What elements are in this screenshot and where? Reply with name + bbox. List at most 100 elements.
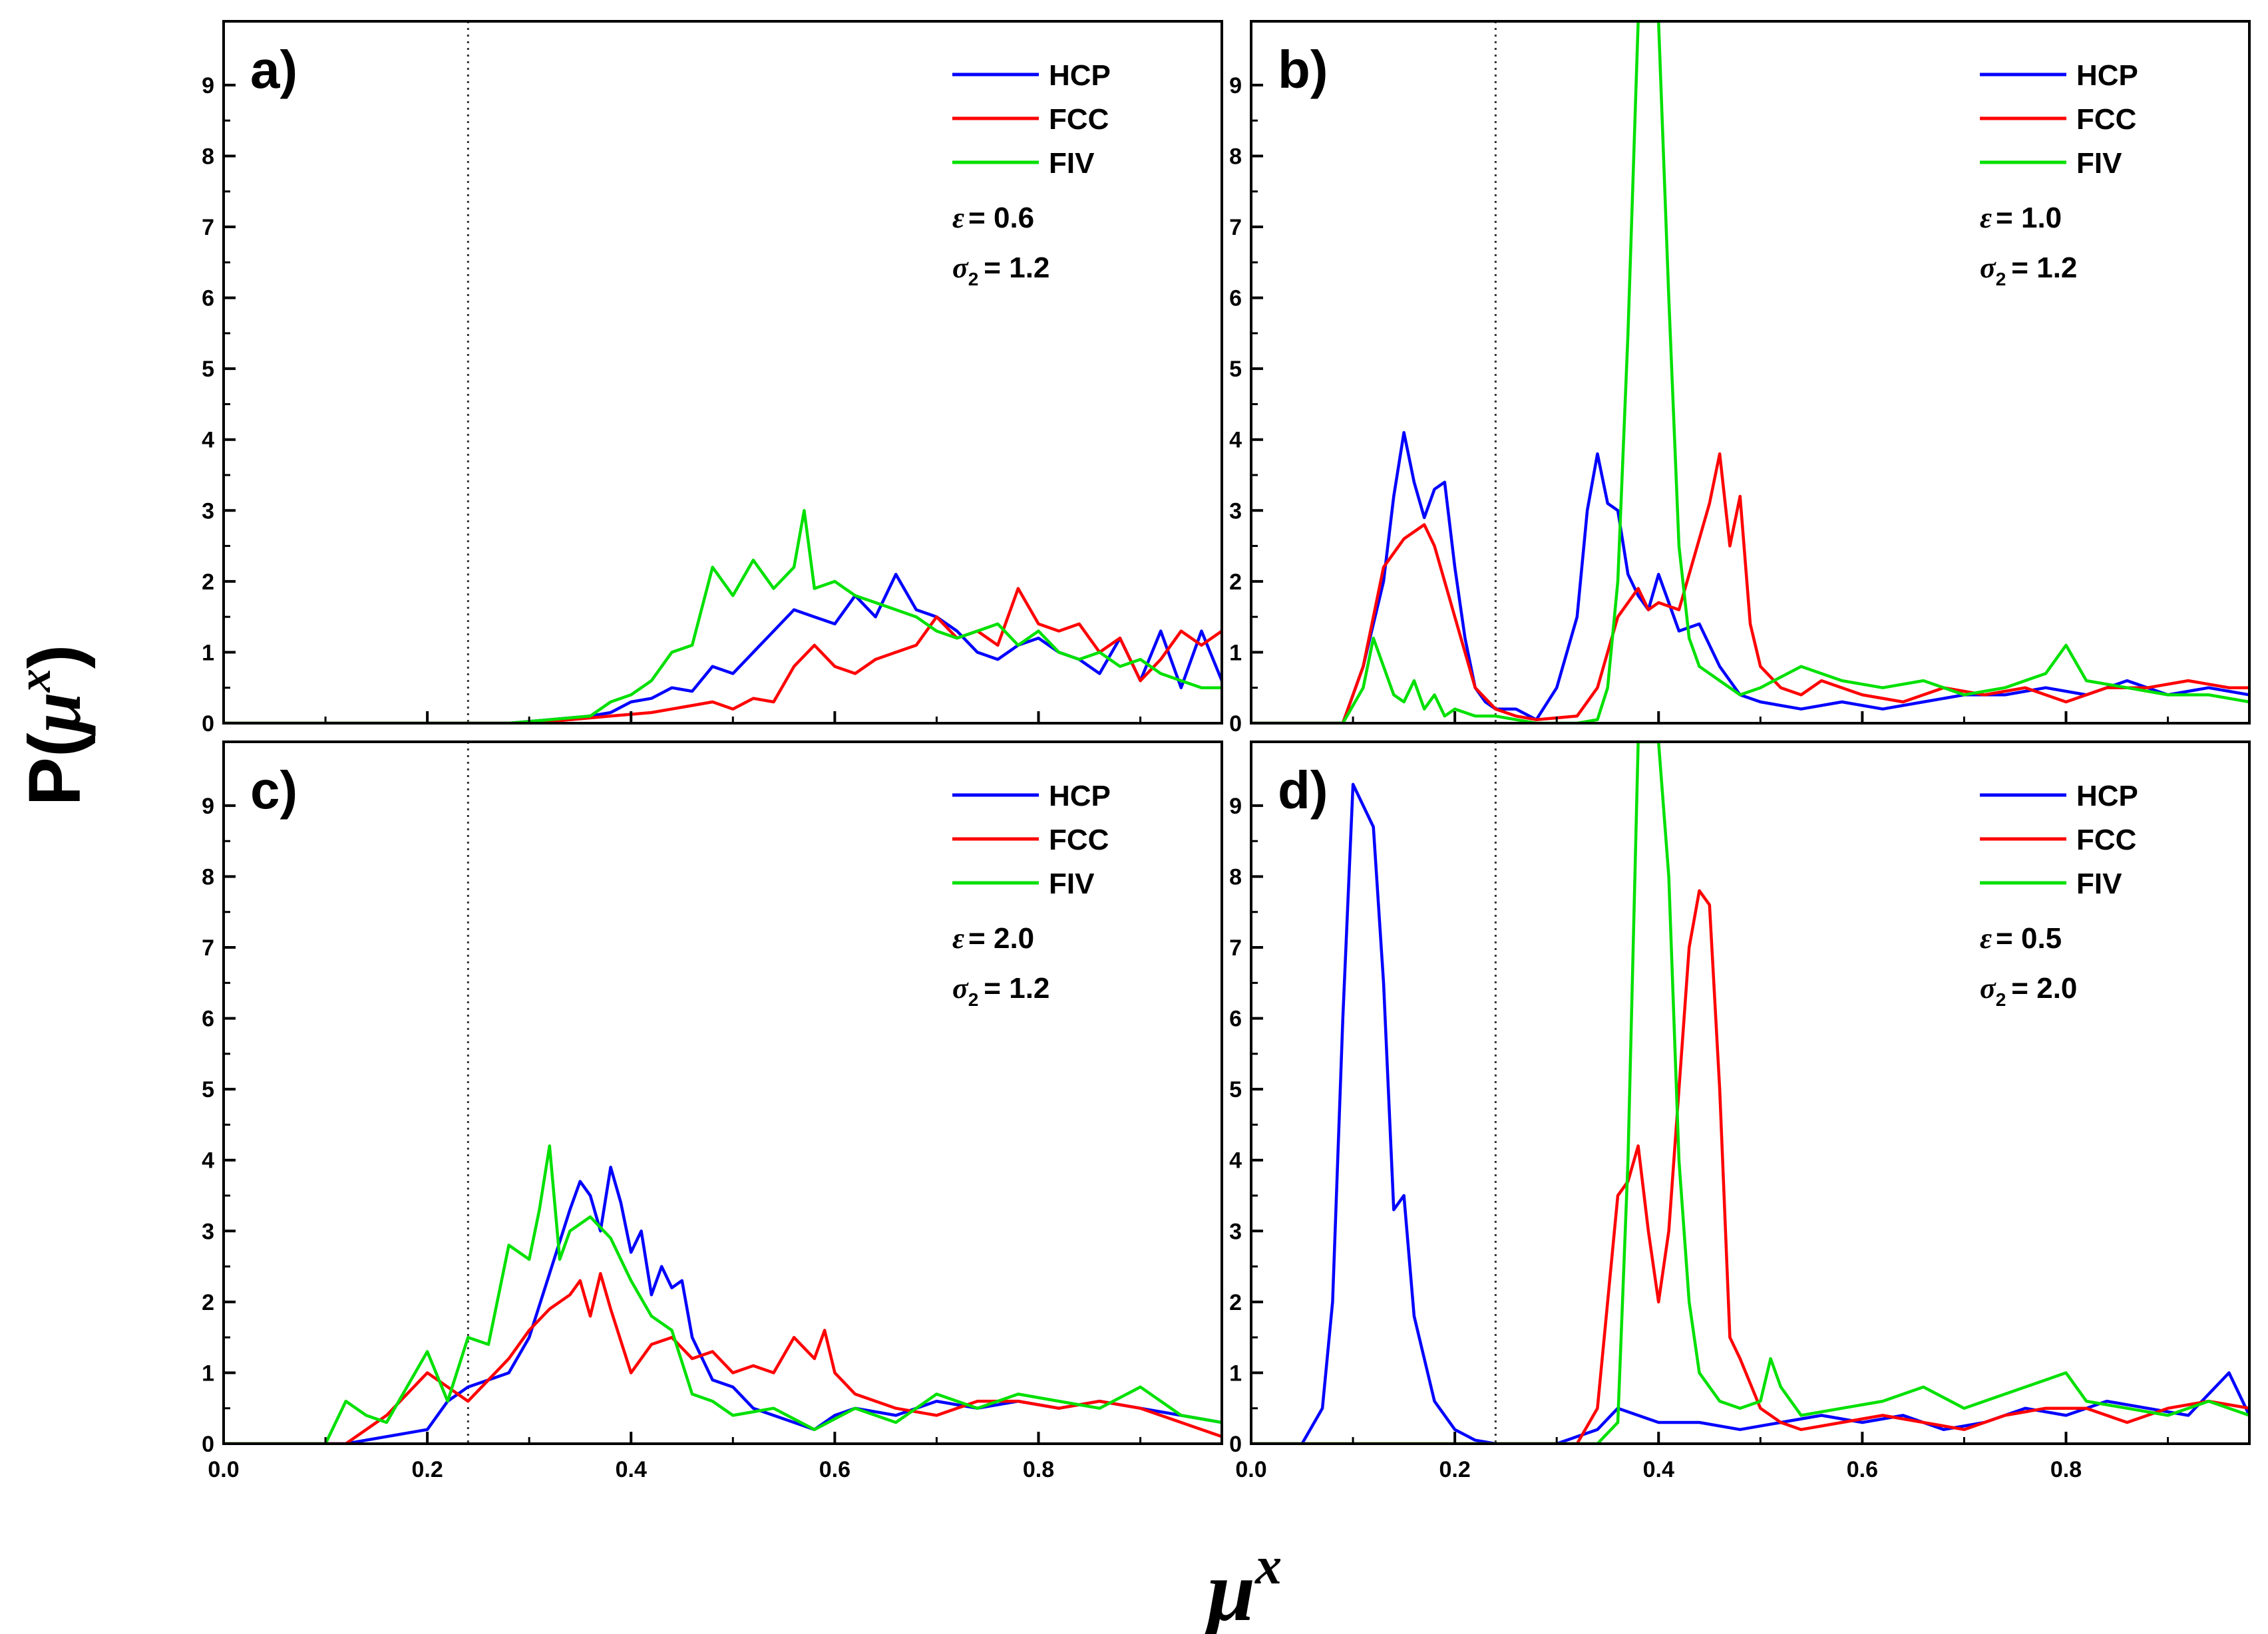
panel-a-ytick-label: 8 bbox=[202, 144, 214, 169]
panel-d-ytick-label: 6 bbox=[1229, 1007, 1242, 1032]
panel-d-ytick-label: 0 bbox=[1229, 1432, 1242, 1457]
panel-c-xtick-label: 0.8 bbox=[1023, 1457, 1054, 1482]
panel-d-epsilon-value: = 0.5 bbox=[1996, 922, 2062, 955]
panel-d-sigma-value: = 2.0 bbox=[2011, 972, 2077, 1005]
panel-b-ytick-label: 1 bbox=[1229, 640, 1242, 665]
panel-c-ytick-label: 0 bbox=[202, 1432, 214, 1457]
panel-a-legend-fiv-label: FIV bbox=[1049, 147, 1095, 180]
panel-d-sigma-subscript: 2 bbox=[1996, 989, 2006, 1010]
panel-c-xtick-label: 0.2 bbox=[411, 1457, 443, 1482]
panel-c-ytick-label: 5 bbox=[202, 1077, 214, 1102]
panel-d-legend-fiv-label: FIV bbox=[2076, 868, 2122, 900]
panel-d-xtick-label: 0.4 bbox=[1643, 1457, 1674, 1482]
panel-d-ytick-label: 1 bbox=[1229, 1361, 1242, 1386]
panel-b-epsilon-symbol: ε bbox=[1980, 202, 1992, 234]
panel-a-param-epsilon: ε = 0.6 bbox=[952, 202, 1034, 234]
panel-c-series-fcc-line bbox=[224, 1271, 1222, 1444]
panel-c-param-epsilon: ε = 2.0 bbox=[952, 922, 1034, 955]
panel-c-ytick-label: 6 bbox=[202, 1007, 214, 1032]
panel-c-ytick-label: 7 bbox=[202, 935, 214, 961]
x-axis-title: μx bbox=[1203, 1537, 1282, 1634]
panel-d-series-fiv-line bbox=[1251, 742, 2249, 1444]
panel-a-sigma-value: = 1.2 bbox=[984, 251, 1049, 284]
panel-c-ytick-label: 9 bbox=[202, 794, 214, 819]
panel-c-epsilon-symbol: ε bbox=[952, 922, 964, 955]
panel-b-legend-fcc-label: FCC bbox=[2076, 103, 2136, 136]
panel-d-label: d) bbox=[1278, 760, 1328, 820]
panel-b-sigma-symbol: σ bbox=[1980, 251, 1996, 284]
panel-d-ytick-label: 3 bbox=[1229, 1219, 1242, 1244]
panel-a-ytick-label: 4 bbox=[202, 428, 214, 453]
panel-a-sigma-symbol: σ bbox=[952, 251, 969, 284]
panel-d-param-sigma: σ2 = 2.0 bbox=[1980, 972, 2077, 1010]
panel-c-legend-hcp-label: HCP bbox=[1049, 780, 1111, 812]
panel-d: 0 1 2 3 4 5 6 7 8 9 0.0 0.2 0.4 0.6 0.8 d) HCP FCC FIV ε = 0… bbox=[1229, 740, 2251, 1482]
panel-a-ytick-label: 0 bbox=[202, 711, 214, 736]
panel-a-frame bbox=[222, 20, 1223, 725]
panel-a-series-fiv-line bbox=[224, 509, 1222, 723]
panel-c-series-hcp-line bbox=[224, 1166, 1222, 1444]
panel-b-ytick-label: 0 bbox=[1229, 711, 1242, 736]
panel-b-ytick-label: 4 bbox=[1229, 428, 1242, 453]
panel-b-legend-fiv-label: FIV bbox=[2076, 147, 2122, 180]
panel-b-ytick-label: 9 bbox=[1229, 73, 1242, 98]
panel-b-ytick-label: 3 bbox=[1229, 498, 1242, 524]
panel-a-label: a) bbox=[250, 40, 297, 99]
panel-c-frame bbox=[222, 740, 1223, 1445]
panel-a-param-sigma: σ2 = 1.2 bbox=[952, 251, 1049, 289]
panel-b-param-sigma: σ2 = 1.2 bbox=[1980, 251, 2077, 289]
panel-b-sigma-subscript: 2 bbox=[1996, 269, 2006, 289]
panel-a-sigma-subscript: 2 bbox=[968, 269, 979, 289]
panel-c-legend-fcc-label: FCC bbox=[1049, 824, 1109, 856]
panel-d-ytick-label: 5 bbox=[1229, 1077, 1242, 1102]
panel-d-series-hcp-line bbox=[1251, 782, 2249, 1444]
panel-d-param-epsilon: ε = 0.5 bbox=[1980, 922, 2062, 955]
panel-c-param-sigma: σ2 = 1.2 bbox=[952, 972, 1049, 1010]
panel-d-frame bbox=[1250, 740, 2251, 1445]
panel-b-ytick-label: 7 bbox=[1229, 215, 1242, 240]
panel-b-legend-hcp-label: HCP bbox=[2076, 59, 2138, 92]
panel-c-epsilon-value: = 2.0 bbox=[968, 922, 1034, 955]
panel-d-legend-fcc-label: FCC bbox=[2076, 824, 2136, 856]
panel-c-sigma-value: = 1.2 bbox=[984, 972, 1049, 1005]
panel-c-xtick-label: 0.6 bbox=[819, 1457, 850, 1482]
panel-d-xtick-label: 0.2 bbox=[1439, 1457, 1470, 1482]
panel-d-ytick-label: 7 bbox=[1229, 935, 1242, 961]
panel-a-ytick-label: 1 bbox=[202, 640, 214, 665]
panel-d-ytick-label: 2 bbox=[1229, 1290, 1242, 1315]
panel-d-ytick-label: 4 bbox=[1229, 1148, 1242, 1174]
panel-c-ytick-label: 3 bbox=[202, 1219, 214, 1244]
panel-c-sigma-subscript: 2 bbox=[968, 989, 979, 1010]
panel-b-ytick-label: 8 bbox=[1229, 144, 1242, 169]
panel-d-xtick-label: 0.6 bbox=[1847, 1457, 1878, 1482]
panel-b-series-fcc-line bbox=[1251, 452, 2249, 723]
panel-d-xtick-label: 0.0 bbox=[1235, 1457, 1266, 1482]
panel-a-series-fcc-line bbox=[224, 587, 1222, 723]
panel-c-ytick-label: 8 bbox=[202, 864, 214, 890]
panel-c-ytick-label: 1 bbox=[202, 1361, 214, 1386]
panel-a-ytick-label: 6 bbox=[202, 286, 214, 311]
panel-c-xtick-label: 0.4 bbox=[616, 1457, 647, 1482]
panel-a-ytick-label: 3 bbox=[202, 498, 214, 524]
panel-d-xtick-label: 0.8 bbox=[2050, 1457, 2082, 1482]
panel-a-epsilon-symbol: ε bbox=[952, 202, 964, 234]
panel-a-epsilon-value: = 0.6 bbox=[968, 202, 1034, 234]
panel-a-legend-hcp-label: HCP bbox=[1049, 59, 1111, 92]
panel-d-ytick-label: 9 bbox=[1229, 794, 1242, 819]
y-axis-title: P(μx) bbox=[9, 645, 96, 806]
panel-a-ytick-label: 5 bbox=[202, 357, 214, 382]
panel-d-legend-hcp-label: HCP bbox=[2076, 780, 2138, 812]
panel-c-sigma-symbol: σ bbox=[952, 972, 969, 1005]
panel-b-series-fiv-line bbox=[1251, 21, 2249, 723]
panel-c: 0 1 2 3 4 5 6 7 8 9 0.0 0.2 0.4 0.6 0.8 c) HCP FCC FIV ε = 2… bbox=[202, 740, 1223, 1482]
panel-a-ytick-label: 2 bbox=[202, 570, 214, 595]
panel-a-legend-fcc-label: FCC bbox=[1049, 103, 1109, 136]
panel-c-legend-fiv-label: FIV bbox=[1049, 868, 1095, 900]
panel-a-series-hcp-line bbox=[224, 572, 1222, 723]
panel-d-epsilon-symbol: ε bbox=[1980, 922, 1992, 955]
panel-b-frame bbox=[1250, 20, 2251, 725]
